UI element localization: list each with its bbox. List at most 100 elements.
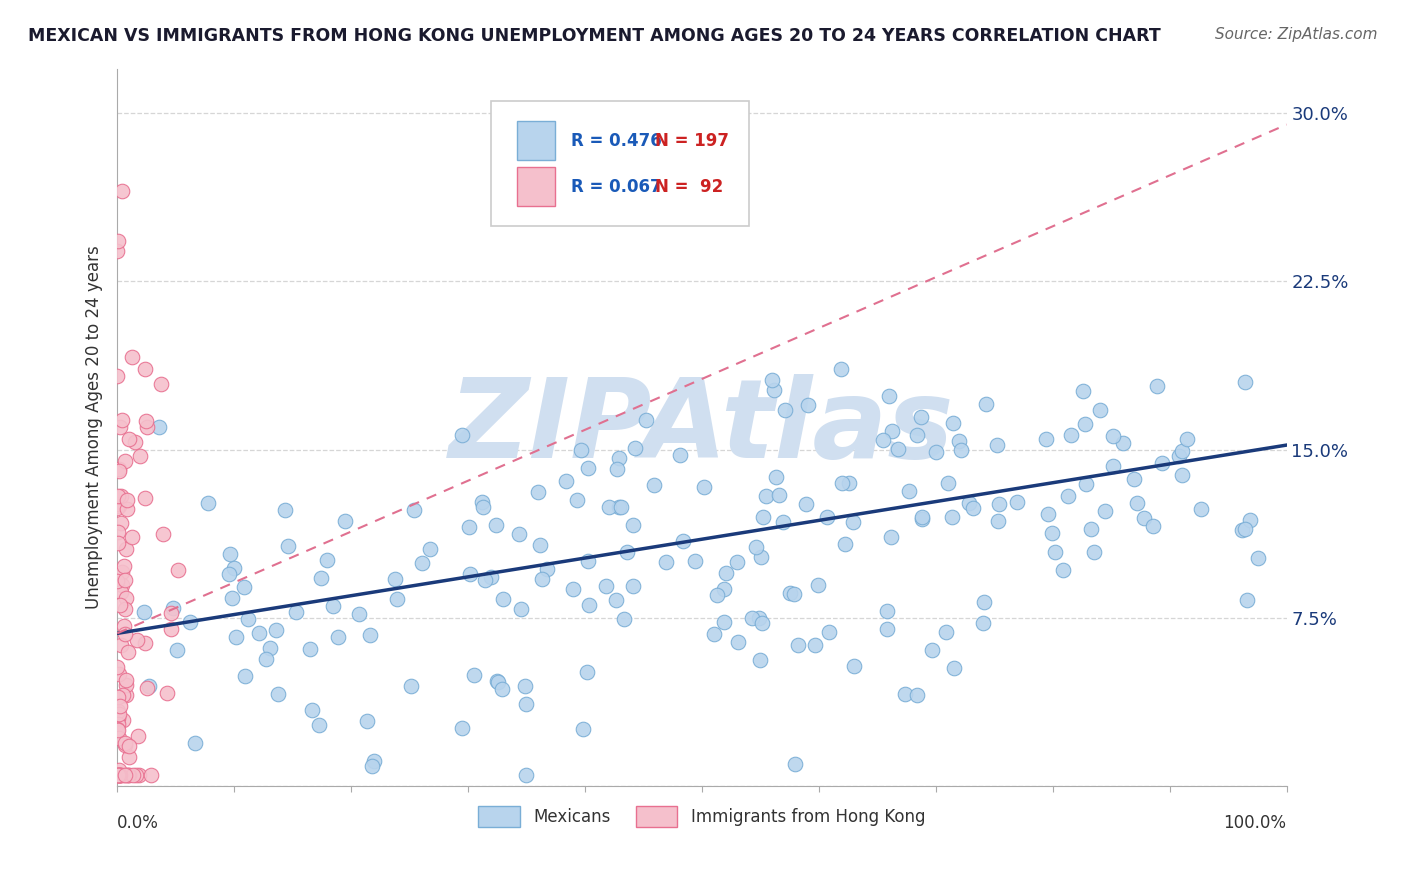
Point (108, 767, 131, 781)
Point (107, 767, 129, 781)
Text: N = 197: N = 197 (655, 132, 730, 150)
Point (962, 500, 984, 515)
Point (110, 516, 132, 530)
Point (613, 612, 636, 626)
Point (935, 625, 957, 640)
Point (616, 545, 638, 559)
Point (111, 184, 134, 198)
Point (411, 556, 433, 570)
Point (107, 464, 129, 478)
Point (1076, 477, 1098, 491)
Point (363, 754, 385, 768)
Point (236, 612, 259, 626)
Point (124, 435, 146, 450)
Point (112, 558, 135, 573)
Point (127, 729, 149, 743)
Point (727, 635, 749, 649)
Point (474, 573, 496, 587)
Point (152, 527, 174, 541)
Point (138, 679, 160, 693)
Point (117, 749, 139, 764)
Point (117, 493, 139, 508)
Point (347, 607, 370, 621)
Point (672, 533, 695, 548)
Point (1132, 511, 1154, 525)
Point (107, 717, 129, 731)
Point (536, 561, 558, 575)
Point (118, 767, 141, 781)
Point (796, 497, 818, 511)
Point (156, 686, 179, 700)
Point (636, 413, 658, 427)
Point (509, 602, 531, 616)
Text: R = 0.476: R = 0.476 (571, 132, 662, 150)
Point (624, 442, 647, 456)
Point (1036, 507, 1059, 521)
Point (508, 527, 530, 541)
Point (572, 723, 595, 737)
Point (783, 757, 806, 772)
Point (105, 767, 128, 781)
Point (107, 763, 129, 777)
Point (121, 530, 143, 544)
Point (107, 234, 129, 248)
Point (567, 493, 589, 508)
Point (361, 759, 384, 773)
Point (527, 485, 550, 500)
Point (1175, 432, 1198, 446)
Point (134, 635, 156, 649)
Point (139, 767, 162, 781)
Point (621, 579, 644, 593)
Point (167, 563, 190, 577)
Point (887, 442, 910, 456)
Point (515, 679, 537, 693)
Point (458, 520, 481, 534)
Point (706, 588, 728, 602)
Point (1102, 458, 1125, 473)
Point (159, 606, 181, 620)
Point (108, 767, 131, 781)
Point (772, 515, 794, 529)
Point (108, 698, 131, 713)
Point (491, 681, 513, 696)
Point (1052, 564, 1074, 578)
Point (605, 592, 627, 607)
Point (267, 687, 290, 701)
Point (110, 585, 132, 599)
Point (1007, 495, 1029, 509)
Point (748, 652, 770, 666)
Point (115, 501, 138, 516)
Point (763, 383, 786, 397)
Point (105, 244, 128, 258)
Point (451, 721, 474, 735)
Point (114, 454, 136, 468)
Point (129, 450, 152, 464)
Point (921, 642, 943, 657)
Point (894, 687, 917, 701)
Point (225, 630, 247, 644)
Point (107, 489, 129, 503)
Point (308, 718, 330, 732)
Point (787, 638, 810, 652)
Point (1123, 472, 1146, 486)
Point (1083, 544, 1105, 558)
Point (117, 767, 139, 781)
Point (610, 500, 633, 515)
Point (463, 667, 485, 681)
Point (112, 767, 135, 781)
Point (683, 554, 706, 568)
Point (1057, 489, 1080, 503)
Point (115, 673, 138, 688)
Point (529, 538, 551, 552)
Text: Source: ZipAtlas.com: Source: ZipAtlas.com (1215, 27, 1378, 42)
Point (910, 410, 932, 425)
Point (768, 487, 790, 501)
Point (942, 661, 965, 675)
Point (322, 599, 344, 614)
Point (107, 501, 129, 516)
Point (1171, 443, 1194, 458)
Point (838, 476, 860, 491)
Point (1074, 417, 1097, 431)
Point (905, 428, 928, 442)
Point (162, 601, 184, 615)
